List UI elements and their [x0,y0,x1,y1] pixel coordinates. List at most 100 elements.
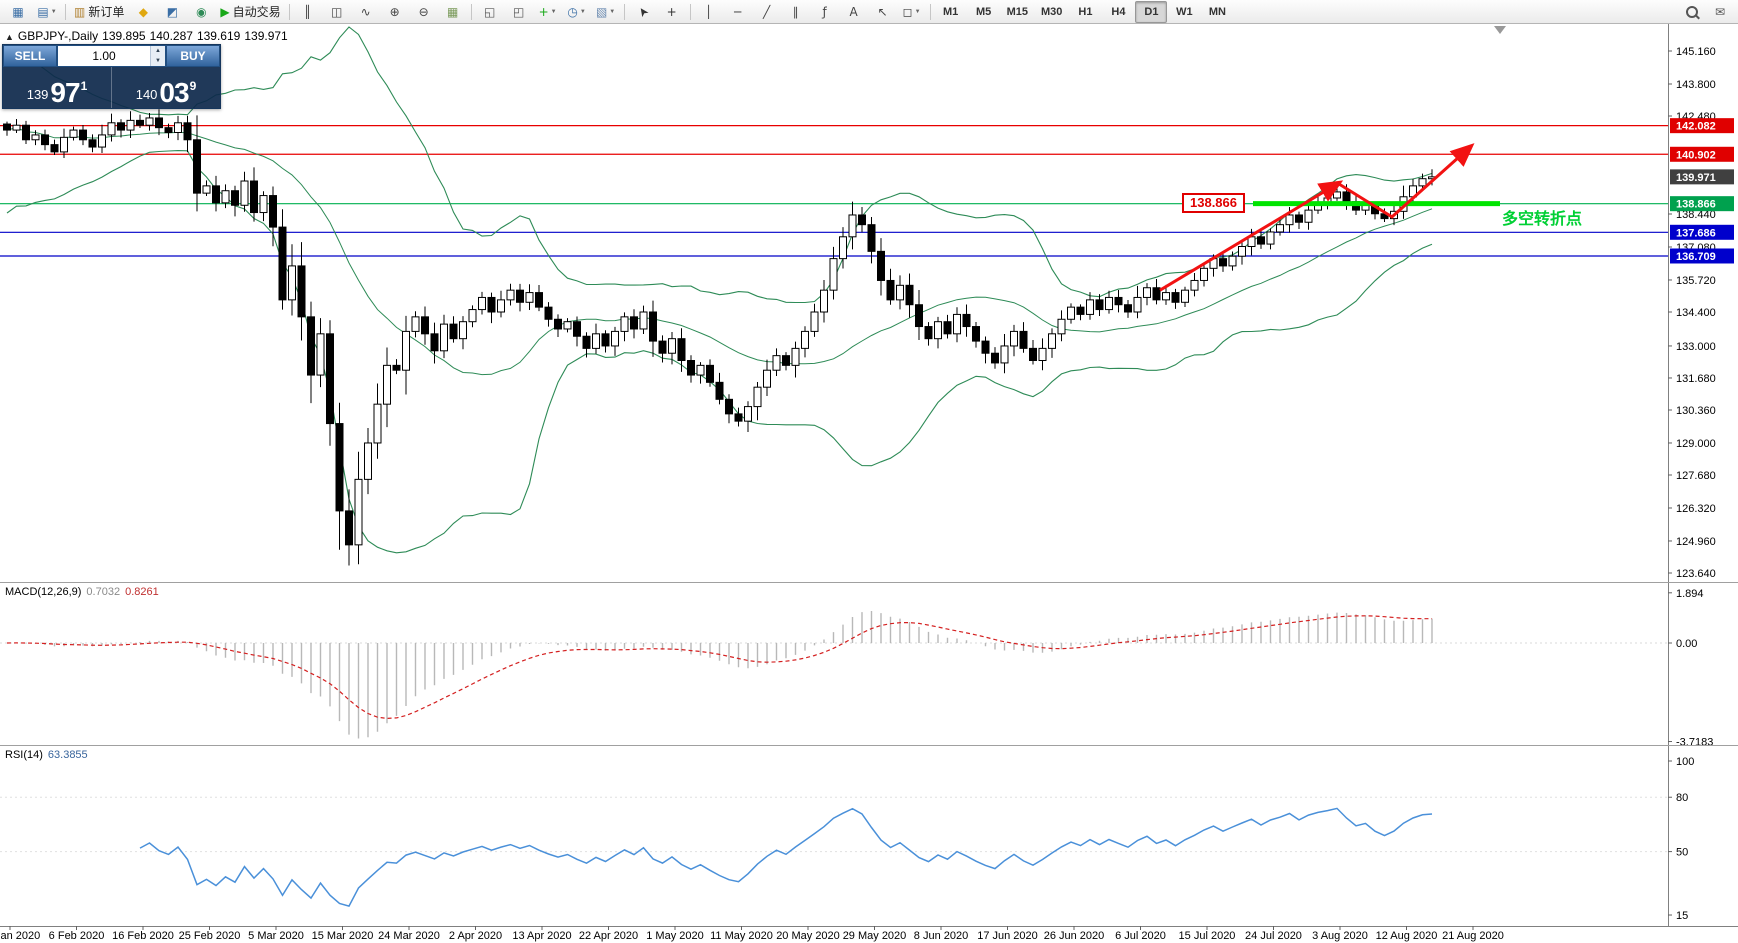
templates-dropdown-icon: ▼ [609,8,616,15]
candle [145,117,154,126]
toolbar-button-tf-h4[interactable]: H4 [1102,1,1134,23]
date-axis[interactable]: 28 Jan 2020 6 Feb 2020 16 Feb 2020 25 Feb 2… [0,926,1738,942]
toolbar-button-tf-m5[interactable]: M5 [968,1,1000,23]
toolbar-button-tf-m1[interactable]: M1 [935,1,967,23]
candle [136,119,144,126]
bid-price[interactable]: 139 97 1 [3,67,111,108]
candle [459,321,467,340]
candle [1228,255,1237,267]
volume-input[interactable] [58,46,150,66]
ohlc-open: 139.895 [102,29,146,43]
axis-label: 131.680 [1676,373,1716,385]
trend-arrow[interactable] [1159,180,1344,292]
axis-label: 24 Jul 2020 [1245,930,1302,942]
candle [411,316,420,332]
candle [810,311,819,332]
candle [193,139,201,194]
candle [1285,214,1294,226]
toolbar-button-add-indicator[interactable]: + ▼ [534,1,562,23]
toolbar-button-fibonacci-tool[interactable]: ƒ [811,1,839,23]
toolbar-button-tile-windows[interactable]: ◰ [505,1,533,23]
toolbar-button-cascade-windows[interactable]: ◱ [476,1,504,23]
candle [240,180,249,206]
toolbar-button-tf-m15[interactable]: M15 [1001,1,1034,23]
candles [3,109,1436,566]
ask-price[interactable]: 140 03 9 [111,67,220,108]
toolbar-button-search[interactable] [1678,1,1706,23]
main-toolbar: ▦ ▤ ▼ ▥ 新订单 ◆ ◩ ◉ ▶ 自动交易 ║ ◫ ∿ ⊕ ⊖ ▦ ◱ ◰ + ▼ ◷ ▼ ▧ ▼ ➤ + │ ─ ╱ ∥ ƒ A ↖ ◻ ▼… [0,0,1738,24]
toolbar-button-cursor-tool[interactable]: ➤ [629,1,657,23]
ask-whole: 140 [135,87,158,102]
axis-label: 139.971 [1676,172,1716,184]
candle [677,338,686,362]
candle [231,190,239,206]
macd-main-value: 0.7032 [86,586,121,598]
toolbar-button-zoom-out[interactable]: ⊖ [410,1,438,23]
toolbar-button-crosshair-tool[interactable]: + [658,1,686,23]
toolbar-button-trendline-tool[interactable]: ╱ [753,1,781,23]
sell-button[interactable]: SELL [3,45,57,67]
toolbar-button-tf-h1[interactable]: H1 [1069,1,1101,23]
candle [383,364,391,405]
axis-label: 138.440 [1676,209,1716,221]
trend-arrows[interactable] [1159,143,1475,292]
toolbar-button-market-watch[interactable]: ◆ [129,1,157,23]
turning-point-annotation[interactable]: 多空转折点 [1502,211,1583,229]
toolbar-separator [288,3,290,20]
candle [848,214,857,238]
volume-down-button[interactable]: ▼ [151,56,165,66]
toolbar-button-bar-chart-mode[interactable]: ║ [294,1,322,23]
candle [288,265,296,301]
candle [1010,330,1018,347]
trend-arrow[interactable] [1337,143,1475,219]
toolbar-button-data-window[interactable]: ◩ [158,1,186,23]
toolbar-button-arrows-tool[interactable]: ↖ [869,1,897,23]
candle [934,321,942,340]
toolbar-button-new-chart[interactable]: ▦ [4,1,32,23]
toolbar-button-hline-tool[interactable]: ─ [724,1,752,23]
price-axis[interactable]: 145.160143.800142.480138.440137.080135.7… [1668,24,1734,926]
macd-histogram [15,611,1433,739]
candle [60,136,68,153]
new-chart-icon: ▦ [12,4,24,19]
toolbar-button-candle-chart-mode[interactable]: ◫ [323,1,351,23]
candle [1276,224,1284,233]
toolbar-button-notifications[interactable]: ✉ [1706,1,1734,23]
toolbar-button-tf-mn[interactable]: MN [1201,1,1233,23]
ask-pips: 03 [159,77,189,109]
community-icon: ◉ [196,4,207,19]
toolbar-button-tf-d1[interactable]: D1 [1135,0,1168,23]
toolbar-button-templates[interactable]: ▧ ▼ [592,1,620,23]
candle [364,442,372,480]
candle [117,122,125,131]
toolbar-button-new-order[interactable]: ▥ 新订单 [70,1,128,23]
axis-label: 138.866 [1676,199,1716,211]
toolbar-button-auto-arrange[interactable]: ▦ [439,1,467,23]
one-click-collapse-icon[interactable]: ▲ [5,32,14,42]
periods-icon: ◷ [567,4,578,19]
toolbar-button-channel-tool[interactable]: ∥ [782,1,810,23]
axis-label: 3 Aug 2020 [1312,930,1368,942]
toolbar-button-auto-trading[interactable]: ▶ 自动交易 [216,1,284,23]
toolbar-button-text-tool[interactable]: A [840,1,868,23]
axis-label: 21 Aug 2020 [1442,930,1504,942]
panel-splitters[interactable] [0,582,1738,746]
candle [563,321,572,330]
toolbar-button-chart-profiles[interactable]: ▤ ▼ [33,1,61,23]
toolbar-button-periods[interactable]: ◷ ▼ [563,1,591,23]
price-callout-138866[interactable]: 138.866 [1182,193,1245,214]
buy-button[interactable]: BUY [166,45,220,67]
toolbar-button-zoom-in[interactable]: ⊕ [381,1,409,23]
volume-up-button[interactable]: ▲ [151,46,165,56]
candle [202,185,211,194]
toolbar-button-community[interactable]: ◉ [187,1,215,23]
toolbar-button-vline-tool[interactable]: │ [695,1,723,23]
toolbar-button-line-chart-mode[interactable]: ∿ [352,1,380,23]
candle [725,398,733,415]
toolbar-button-tf-m30[interactable]: M30 [1035,1,1068,23]
toolbar-button-tf-w1[interactable]: W1 [1168,1,1200,23]
axis-label: 22 Apr 2020 [579,930,638,942]
chart-shift-marker[interactable] [1494,26,1506,34]
toolbar-button-shapes-tool[interactable]: ◻ ▼ [898,1,926,23]
